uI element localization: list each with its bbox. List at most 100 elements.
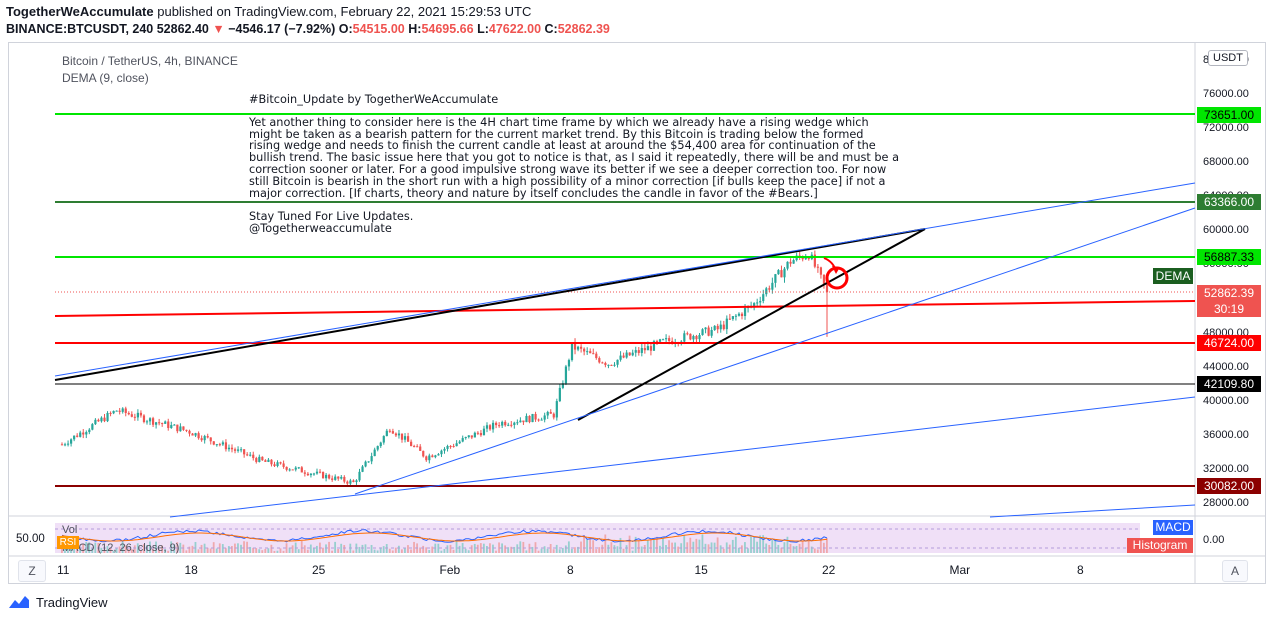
candle-body [467, 435, 470, 438]
candle-body [513, 422, 516, 426]
candle-body [206, 436, 209, 438]
volume-bar [388, 548, 391, 553]
volume-bar [382, 546, 385, 553]
candle-body [686, 333, 689, 335]
candle-body [191, 433, 194, 436]
volume-bar [100, 547, 103, 553]
volume-bar [352, 550, 355, 553]
volume-bar [501, 543, 503, 553]
wedge-lower-line[interactable] [577, 228, 926, 421]
volume-bar [328, 541, 330, 553]
candle-body [479, 433, 483, 436]
legend-dema[interactable]: DEMA (9, close) [62, 71, 149, 85]
vol-label[interactable]: Vol [62, 524, 78, 536]
blue-channel-upper[interactable] [54, 182, 1196, 377]
blue-bottom-line[interactable] [989, 504, 1196, 518]
candle-body [683, 333, 686, 342]
volume-bar [564, 545, 567, 553]
candle-body [203, 436, 206, 441]
candle-body [376, 446, 379, 450]
currency-label[interactable]: USDT [1208, 50, 1248, 66]
zoom-button[interactable]: Z [18, 560, 46, 582]
author-name[interactable]: TogetherWeAccumulate [6, 4, 154, 19]
volume-bar [397, 545, 400, 553]
candle-body [394, 433, 398, 436]
legend-title[interactable]: Bitcoin / TetherUS, 4h, BINANCE [62, 54, 238, 68]
volume-bar [300, 541, 303, 553]
badge-56887: 56887.33 [1197, 249, 1261, 265]
candle-body [282, 463, 285, 467]
price-tick-label: 36000.00 [1203, 428, 1249, 441]
time-tick-label: 25 [312, 563, 326, 577]
candle-body [279, 462, 282, 464]
time-tick-label: 22 [822, 563, 836, 577]
candle-body [546, 411, 549, 416]
candle-body [719, 324, 722, 330]
candle-body [774, 274, 777, 283]
volume-bar [516, 544, 519, 553]
volume-bar [267, 548, 270, 553]
volume-bar [756, 541, 758, 553]
candle-body [555, 401, 558, 418]
volume-bar [309, 544, 312, 553]
volume-bar [643, 545, 646, 553]
chart-frame [8, 42, 1266, 584]
volume-bar [437, 543, 440, 553]
candle-body [780, 270, 783, 278]
candle-body [561, 383, 564, 388]
candle-body [765, 288, 768, 295]
volume-bar [789, 543, 792, 553]
volume-bar [689, 537, 692, 553]
candle-body [397, 433, 401, 436]
volume-bar [224, 548, 227, 553]
volume-bar [142, 544, 145, 553]
candle-body [109, 412, 112, 414]
candle-body [707, 327, 710, 336]
rsi-badge[interactable]: RSI [57, 536, 79, 549]
candle-body [622, 355, 625, 358]
badge-30082: 30082.00 [1197, 478, 1261, 494]
candle-body [197, 433, 200, 439]
badge-46724: 46724.00 [1197, 335, 1261, 351]
volume-bar [337, 549, 340, 553]
candle-body [586, 351, 589, 353]
candle-body [488, 425, 492, 430]
candle-body [267, 459, 270, 462]
volume-bar [637, 540, 640, 553]
analysis-note[interactable]: #Bitcoin_Update by TogetherWeAccumulate … [249, 94, 899, 235]
price-tick-label: 68000.00 [1203, 156, 1249, 169]
price-tick-label: 72000.00 [1203, 122, 1249, 135]
candle-body [576, 346, 580, 350]
candle-body [106, 412, 109, 422]
macd-label[interactable]: MACD (12, 26, close, 9) [62, 542, 180, 554]
blue-support-line[interactable] [354, 207, 1196, 495]
candle-body [704, 327, 707, 330]
candle-body [616, 359, 619, 365]
candle-body [425, 456, 428, 461]
blue-long-support[interactable] [169, 396, 1196, 518]
candle-body [759, 300, 762, 303]
candle-body [230, 447, 234, 450]
volume-bar [540, 548, 543, 553]
candle-body [352, 480, 355, 483]
candle-body [325, 474, 328, 479]
volume-bar [197, 549, 200, 553]
volume-bar [391, 550, 394, 553]
red-trend-line[interactable] [54, 300, 1196, 317]
low-value: 47622.00 [488, 22, 542, 36]
brand-name[interactable]: TradingView [36, 594, 108, 610]
auto-scale-button[interactable]: A [1222, 560, 1248, 582]
badge-73651: 73651.00 [1197, 107, 1261, 123]
volume-bar [470, 545, 473, 553]
wedge-upper-line[interactable] [54, 228, 926, 381]
volume-bar [413, 541, 415, 553]
candle-body [103, 417, 106, 422]
volume-bar [331, 550, 333, 553]
candle-body [252, 454, 255, 459]
volume-bar [334, 541, 337, 553]
volume-bar [231, 546, 233, 553]
candle-body [722, 324, 725, 330]
candle-body [473, 432, 476, 438]
candle-body [221, 442, 224, 445]
